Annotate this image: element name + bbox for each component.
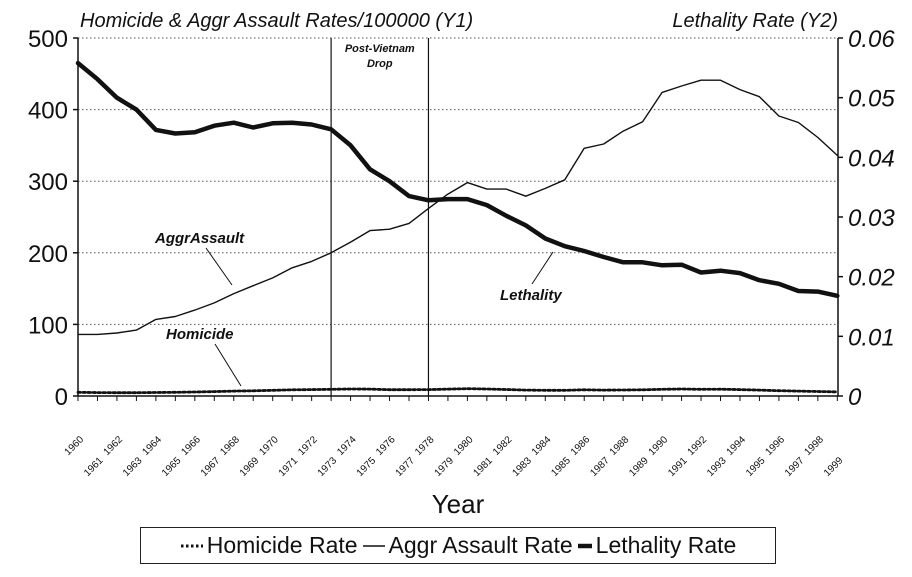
y1-tick-label: 400 [28, 98, 68, 125]
annotation-post-vietnam-1: Post-Vietnam [345, 43, 415, 55]
series-layer [75, 60, 840, 395]
x-axis-title: Year [432, 489, 485, 519]
annotation-leader [531, 251, 554, 285]
x-tick-label: 1992 [686, 434, 710, 458]
x-tick-label: 1961 [82, 455, 106, 479]
y2-tick-label: 0.02 [848, 265, 895, 292]
x-tick-label: 1966 [179, 434, 203, 458]
x-tick-label: 1978 [413, 434, 437, 458]
x-tick-label: 1975 [355, 455, 379, 479]
x-tick-label: 1973 [316, 455, 340, 479]
legend: Homicide Rate Aggr Assault Rate Lethalit… [140, 527, 776, 564]
series-thin-line [77, 79, 838, 336]
legend-item-assault: Aggr Assault Rate [362, 532, 573, 559]
legend-swatch-thin [362, 544, 385, 547]
x-tick-label: 1989 [627, 455, 651, 479]
grid-lines [78, 37, 838, 325]
x-tick-label: 1974 [335, 434, 359, 458]
annotation-lethality: Lethality [500, 287, 562, 304]
x-tick-label: 1997 [783, 455, 807, 479]
x-tick-label: 1979 [433, 455, 457, 479]
y2-title: Lethality Rate (Y2) [672, 10, 838, 32]
legend-label: Homicide Rate [206, 532, 358, 558]
vertical-markers [330, 38, 430, 396]
y1-tick-label: 100 [28, 312, 68, 339]
x-tick-label: 1962 [102, 434, 126, 458]
x-tick-label: 1987 [588, 455, 612, 479]
annotation-leader [205, 247, 233, 286]
x-tick-label: 1977 [394, 455, 418, 479]
axes [73, 37, 843, 401]
legend-swatch-thick [577, 543, 592, 548]
legend-swatch-dotted [180, 544, 203, 547]
x-tick-label: 1984 [530, 434, 554, 458]
x-tick-label: 1993 [705, 455, 729, 479]
y2-tick-label: 0 [848, 384, 862, 411]
y1-tick-label: 300 [28, 169, 68, 196]
x-tick-label: 1964 [140, 434, 164, 458]
x-tick-label: 1994 [725, 434, 749, 458]
x-tick-label: 1998 [802, 434, 826, 458]
series-thick-line [75, 60, 840, 299]
annotation-leader [214, 343, 242, 387]
annotation-aggrassault: AggrAssault [154, 230, 245, 247]
x-tick-label: 1995 [744, 455, 768, 479]
legend-item-homicide: Homicide Rate [180, 532, 358, 559]
y2-tick-label: 0.03 [848, 205, 895, 232]
annotation-homicide: Homicide [166, 326, 234, 343]
x-tick-label: 1986 [569, 434, 593, 458]
legend-label: Lethality Rate [595, 532, 737, 558]
x-tick-label: 1965 [160, 455, 184, 479]
x-tick-label: 1976 [374, 434, 398, 458]
x-tick-label: 1981 [471, 455, 495, 479]
y1-tick-label: 0 [55, 384, 68, 411]
x-tick-label: 1983 [510, 455, 534, 479]
y2-tick-label: 0.05 [848, 86, 895, 113]
x-tick-label: 1999 [822, 455, 846, 479]
legend-label: Aggr Assault Rate [388, 532, 573, 558]
series-dotted-line [76, 387, 839, 395]
x-tick-label: 1982 [491, 434, 515, 458]
y2-tick-label: 0.04 [848, 145, 895, 172]
x-tick-label: 1967 [199, 455, 223, 479]
x-tick-label: 1960 [63, 434, 87, 458]
x-tick-label: 1968 [218, 434, 242, 458]
x-tick-label: 1980 [452, 434, 476, 458]
x-tick-label: 1970 [257, 434, 281, 458]
y1-tick-label: 200 [28, 241, 68, 268]
x-tick-label: 1963 [121, 455, 145, 479]
y1-title: Homicide & Aggr Assault Rates/100000 (Y1… [80, 10, 473, 32]
x-tick-label: 1991 [666, 455, 690, 479]
x-tick-label: 1996 [764, 434, 788, 458]
y2-tick-label: 0.06 [848, 26, 895, 53]
labels-layer: 0 100 200 300 400 500 0 0.01 0.02 0.03 0.04 0.05 0.0… [28, 10, 895, 519]
x-tick-label: 1988 [608, 434, 632, 458]
x-tick-label: 1969 [238, 455, 262, 479]
y1-tick-label: 500 [28, 26, 68, 53]
annotation-post-vietnam-2: Drop [367, 58, 393, 70]
y2-tick-label: 0.01 [848, 324, 895, 351]
x-tick-label: 1972 [296, 434, 320, 458]
legend-item-lethality: Lethality Rate [577, 532, 737, 559]
x-tick-label: 1971 [277, 455, 301, 479]
x-tick-label: 1990 [647, 434, 671, 458]
x-tick-label: 1985 [549, 455, 573, 479]
